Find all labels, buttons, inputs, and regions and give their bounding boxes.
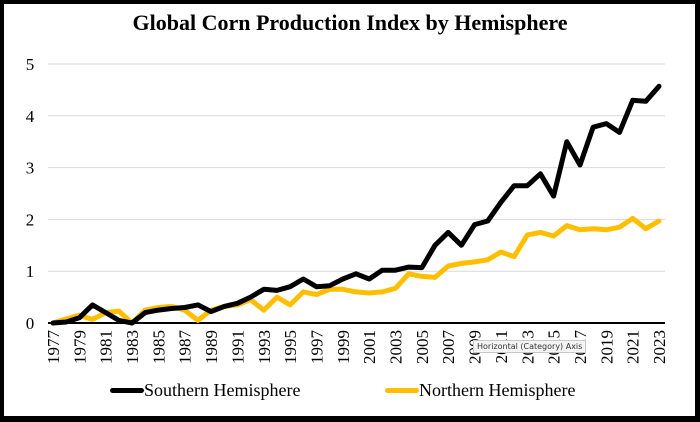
x-tick-label: 2005 <box>413 330 432 364</box>
x-tick-label: 1993 <box>255 330 274 364</box>
legend-swatch-southern <box>110 388 144 393</box>
y-tick-label: 0 <box>26 314 35 333</box>
y-tick-label: 5 <box>26 55 35 74</box>
legend-swatch-northern <box>385 388 419 393</box>
legend-label-southern: Southern Hemisphere <box>144 380 301 400</box>
x-tick-label: 1999 <box>334 330 353 364</box>
series-line-northern-hemisphere <box>50 215 662 326</box>
x-tick-label: 1981 <box>97 330 116 364</box>
x-tick-label: 2021 <box>624 330 643 364</box>
y-tick-label: 3 <box>26 159 35 178</box>
y-tick-label: 2 <box>26 210 35 229</box>
x-tick-label: 1991 <box>228 330 247 364</box>
legend-label-northern: Northern Hemisphere <box>419 380 576 400</box>
series-line-southern-hemisphere <box>50 83 662 326</box>
x-tick-label: 1985 <box>149 330 168 364</box>
legend-item-southern[interactable]: Southern Hemisphere <box>110 380 300 401</box>
x-tick-label: 1995 <box>281 330 300 364</box>
x-tick-label: 1977 <box>44 330 63 365</box>
x-tick-label: 2023 <box>650 330 669 364</box>
chart-title: Global Corn Production Index by Hemisphe… <box>132 10 568 35</box>
x-tick-label: 2019 <box>597 330 616 364</box>
y-tick-label: 1 <box>26 262 35 281</box>
x-tick-label: 1979 <box>70 330 89 364</box>
y-tick-label: 4 <box>26 107 35 126</box>
x-tick-label: 1989 <box>202 330 221 364</box>
x-tick-label: 2003 <box>387 330 406 364</box>
legend-item-northern[interactable]: Northern Hemisphere <box>385 380 575 401</box>
x-tick-label: 2007 <box>439 330 458 365</box>
axis-tooltip: Horizontal (Category) Axis <box>473 340 587 353</box>
x-tick-label: 1983 <box>123 330 142 364</box>
x-tick-label: 2001 <box>360 330 379 364</box>
x-tick-label: 1987 <box>176 330 195 365</box>
x-tick-label: 1997 <box>307 330 326 365</box>
